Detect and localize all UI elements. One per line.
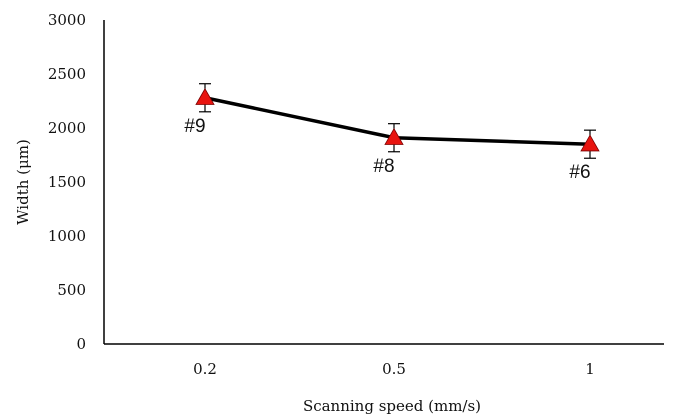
x-tick-labels: 0.2 0.5 1 xyxy=(193,360,595,378)
x-tick-label-2: 1 xyxy=(585,360,595,378)
y-tick-label-4: 2000 xyxy=(48,119,86,137)
y-axis-title: Width (μm) xyxy=(14,139,32,225)
data-point-2 xyxy=(580,134,600,152)
point-label-1: #8 xyxy=(373,156,394,177)
y-tick-labels: 0 500 1000 1500 2000 2500 3000 xyxy=(48,11,86,353)
x-tick-label-1: 0.5 xyxy=(382,360,406,378)
y-tick-label-3: 1500 xyxy=(48,173,86,191)
point-label-2: #6 xyxy=(569,162,590,183)
series-layer: #9 #8 #6 xyxy=(184,83,600,183)
x-axis-title: Scanning speed (mm/s) xyxy=(303,397,481,415)
y-tick-label-1: 500 xyxy=(57,281,86,299)
y-tick-label-6: 3000 xyxy=(48,11,86,29)
data-point-0 xyxy=(195,87,215,105)
point-label-0: #9 xyxy=(184,116,205,137)
y-tick-label-5: 2500 xyxy=(48,65,86,83)
x-tick-label-0: 0.2 xyxy=(193,360,217,378)
data-point-1 xyxy=(384,127,404,145)
axes xyxy=(103,20,664,345)
y-tick-label-2: 1000 xyxy=(48,227,86,245)
y-tick-label-0: 0 xyxy=(76,335,86,353)
